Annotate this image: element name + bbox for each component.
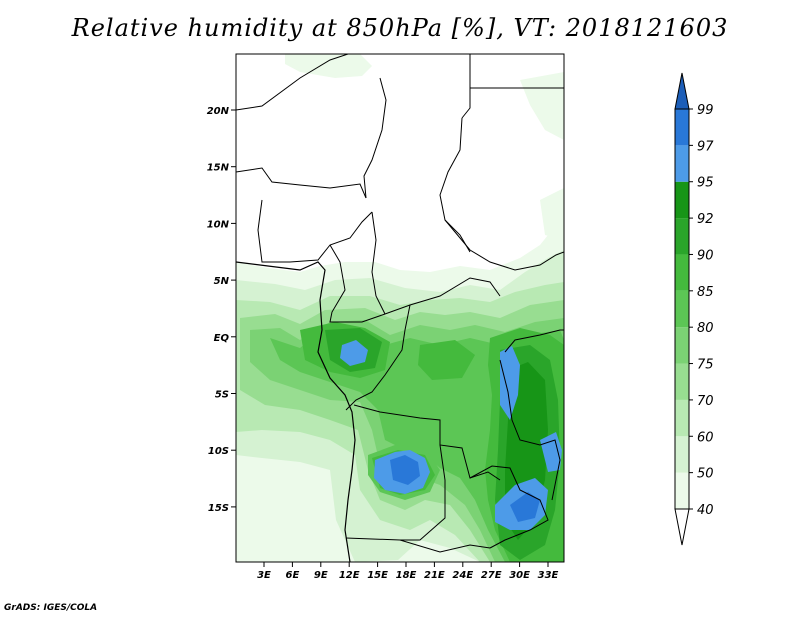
drc-north-border (345, 304, 411, 411)
cameroon-border (329, 244, 386, 323)
rh-level-95-tanganyika (540, 432, 562, 472)
coastline (236, 261, 356, 562)
colorbar-segment (675, 290, 689, 328)
colorbar-segment (675, 109, 689, 146)
lon-label: 27E (481, 570, 502, 581)
grads-credit: GrADS: IGES/COLA (4, 603, 98, 613)
lon-label: 6E (286, 570, 300, 581)
colorbar-segment (675, 472, 689, 509)
rh-level-97-angola (390, 455, 420, 485)
libya-egypt-border (461, 54, 471, 119)
lon-label: 21E (424, 570, 445, 581)
colorbar-segment (675, 218, 689, 255)
lat-label: 20N (207, 106, 230, 117)
lon-label: 9E (314, 570, 328, 581)
lon-label: 12E (339, 570, 360, 581)
colorbar-segment (675, 399, 689, 437)
zambia-border (469, 465, 549, 549)
colorbar-over-arrow (674, 72, 690, 110)
colorbar-segment (675, 181, 689, 219)
nigeria-border (257, 199, 373, 263)
lat-label: 10N (207, 219, 230, 230)
colorbar-label: 85 (697, 285, 714, 300)
colorbar-label: 40 (697, 503, 714, 518)
longitude-axis: 3E 6E 9E 12E 15E 18E 21E 24E 27E 30E 33E (257, 562, 559, 581)
angola-zambia-border (400, 444, 446, 541)
colorbar-label: 95 (697, 176, 714, 191)
rh-level-95-gabon (340, 340, 368, 366)
lon-label: 33E (538, 570, 559, 581)
map-title: Relative humidity at 850hPa [%], VT: 201… (71, 14, 729, 42)
rh-level-97-south (510, 492, 540, 522)
lon-label: 30E (509, 570, 530, 581)
lon-label: 15E (367, 570, 388, 581)
colorbar-label: 90 (697, 248, 714, 263)
lat-label: 15N (207, 163, 230, 174)
colorbar-segment (675, 363, 689, 400)
colorbar-segment (675, 327, 689, 364)
libya-algeria-border (236, 54, 349, 111)
plot-frame (235, 53, 565, 563)
colorbar-segment (675, 145, 689, 182)
great-lakes-border (499, 359, 561, 501)
lon-label: 18E (396, 570, 417, 581)
rh-level-85-central (418, 340, 475, 380)
rh-level-95-lakes (500, 346, 520, 420)
colorbar-label: 80 (697, 321, 714, 336)
lat-label: 5S (215, 390, 229, 401)
chad-sudan-border (439, 117, 471, 253)
rh-level-40-north (285, 54, 372, 78)
colorbar-label: 99 (697, 103, 714, 118)
colorbar-label: 92 (697, 212, 714, 227)
car-border (371, 211, 501, 315)
country-borders (236, 54, 564, 562)
colorbar-segment (675, 436, 689, 473)
colorbar-label: 50 (697, 467, 714, 482)
humidity-shading (236, 54, 564, 562)
lon-label: 3E (257, 570, 271, 581)
lat-label: 15S (208, 503, 229, 514)
niger-border (236, 167, 367, 199)
rh-level-40-east (540, 188, 564, 240)
colorbar-label: 60 (697, 430, 714, 445)
latitude-axis: 20N 15N 10N 5N EQ 5S 10S 15S (207, 106, 236, 514)
east-border (504, 329, 564, 353)
colorbar-under-arrow (674, 508, 690, 546)
lat-label: 5N (214, 276, 230, 287)
lon-label: 24E (452, 570, 473, 581)
colorbar-label: 97 (697, 139, 714, 154)
colorbar-outline (674, 108, 690, 510)
colorbar-segment (675, 254, 689, 291)
angola-namibia-border (345, 537, 491, 553)
colorbar-label: 70 (697, 394, 714, 409)
lat-label: EQ (214, 333, 230, 344)
colorbar-label: 75 (697, 358, 714, 373)
lat-label: 10S (208, 446, 229, 457)
south-sudan-border (444, 219, 564, 271)
niger-chad-border (363, 77, 387, 199)
colorbar: 40 50 60 70 75 80 85 90 92 95 97 99 (674, 72, 714, 546)
rh-level-40-northeast (520, 72, 564, 140)
